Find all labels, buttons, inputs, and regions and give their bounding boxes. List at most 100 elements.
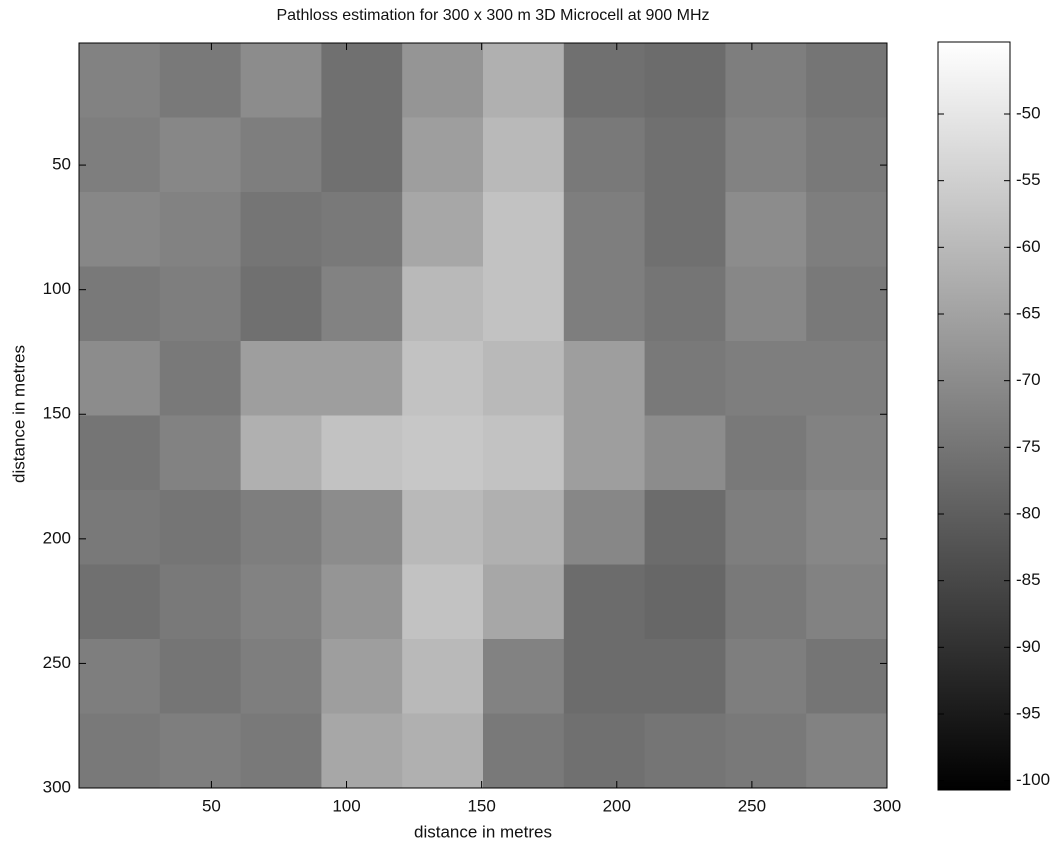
heatmap-cell	[241, 192, 322, 267]
colorbar-tick-label: -85	[1016, 570, 1041, 589]
heatmap-cell	[241, 118, 322, 193]
heatmap-cell	[321, 43, 402, 118]
heatmap-cell	[725, 118, 806, 193]
heatmap-cell	[806, 267, 887, 342]
heatmap-cell	[483, 714, 564, 789]
heatmap-cell	[483, 267, 564, 342]
colorbar-tick-label: -100	[1016, 770, 1050, 789]
heatmap-cell	[160, 714, 241, 789]
heatmap-cell	[725, 43, 806, 118]
heatmap-cell	[160, 639, 241, 714]
colorbar-tick-label: -95	[1016, 703, 1041, 722]
heatmap-cell	[321, 192, 402, 267]
y-tick-label: 50	[52, 155, 71, 174]
heatmap-cell	[160, 192, 241, 267]
heatmap-cell	[402, 192, 483, 267]
colorbar-tick-label: -90	[1016, 637, 1041, 656]
heatmap-cell	[321, 714, 402, 789]
heatmap-cell	[806, 490, 887, 565]
colorbar-tick-label: -65	[1016, 303, 1041, 322]
heatmap-cell	[645, 490, 726, 565]
heatmap-cell	[241, 267, 322, 342]
heatmap-cell	[806, 416, 887, 491]
heatmap-cell	[645, 118, 726, 193]
heatmap-cell	[79, 43, 160, 118]
heatmap-cell	[645, 192, 726, 267]
heatmap-cell	[402, 565, 483, 640]
heatmap-cell	[402, 639, 483, 714]
heatmap-cell	[806, 341, 887, 416]
heatmap-cell	[725, 341, 806, 416]
heatmap-cell	[806, 565, 887, 640]
heatmap-cell	[725, 192, 806, 267]
x-tick-label: 100	[332, 796, 360, 815]
heatmap-cell	[725, 565, 806, 640]
heatmap-cell	[564, 43, 645, 118]
heatmap-cell	[79, 639, 160, 714]
heatmap-cell	[402, 267, 483, 342]
heatmap-cell	[321, 490, 402, 565]
heatmap	[79, 43, 888, 789]
colorbar-tick-label: -60	[1016, 237, 1041, 256]
heatmap-cell	[321, 565, 402, 640]
heatmap-cell	[806, 714, 887, 789]
heatmap-cell	[160, 341, 241, 416]
heatmap-cell	[79, 267, 160, 342]
heatmap-cell	[402, 490, 483, 565]
heatmap-cell	[241, 714, 322, 789]
heatmap-cell	[645, 43, 726, 118]
x-tick-label: 50	[202, 796, 221, 815]
heatmap-cell	[564, 639, 645, 714]
heatmap-cell	[564, 714, 645, 789]
heatmap-cell	[806, 192, 887, 267]
colorbar-tick-label: -75	[1016, 437, 1041, 456]
x-tick-label: 200	[603, 796, 631, 815]
heatmap-cell	[402, 714, 483, 789]
heatmap-cell	[483, 490, 564, 565]
chart: Pathloss estimation for 300 x 300 m 3D M…	[0, 0, 1062, 851]
heatmap-cell	[160, 118, 241, 193]
heatmap-cell	[321, 416, 402, 491]
heatmap-cell	[160, 490, 241, 565]
heatmap-cell	[402, 43, 483, 118]
heatmap-cell	[241, 416, 322, 491]
heatmap-cell	[241, 341, 322, 416]
heatmap-cell	[806, 43, 887, 118]
heatmap-cell	[321, 341, 402, 416]
heatmap-cell	[564, 565, 645, 640]
heatmap-cell	[79, 192, 160, 267]
y-axis-label: distance in metres	[9, 345, 28, 483]
heatmap-cell	[321, 639, 402, 714]
heatmap-cell	[79, 714, 160, 789]
heatmap-cell	[645, 416, 726, 491]
colorbar-tick-label: -70	[1016, 370, 1041, 389]
x-tick-label: 250	[738, 796, 766, 815]
heatmap-cell	[725, 416, 806, 491]
heatmap-cell	[241, 43, 322, 118]
heatmap-cell	[402, 341, 483, 416]
heatmap-cell	[564, 192, 645, 267]
heatmap-cell	[483, 341, 564, 416]
y-tick-label: 200	[43, 528, 71, 547]
heatmap-cell	[160, 416, 241, 491]
heatmap-cell	[483, 416, 564, 491]
y-tick-label: 150	[43, 404, 71, 423]
heatmap-cell	[160, 565, 241, 640]
heatmap-cell	[79, 490, 160, 565]
heatmap-cell	[483, 43, 564, 118]
heatmap-cell	[725, 490, 806, 565]
heatmap-cell	[645, 714, 726, 789]
heatmap-cell	[241, 490, 322, 565]
heatmap-cell	[79, 118, 160, 193]
heatmap-cell	[483, 639, 564, 714]
x-axis-label: distance in metres	[414, 822, 552, 841]
heatmap-cell	[725, 267, 806, 342]
heatmap-cell	[79, 565, 160, 640]
heatmap-cell	[564, 118, 645, 193]
heatmap-cell	[79, 416, 160, 491]
heatmap-cell	[564, 341, 645, 416]
heatmap-cell	[806, 639, 887, 714]
x-tick-label: 300	[873, 796, 901, 815]
heatmap-cell	[402, 118, 483, 193]
heatmap-cell	[483, 118, 564, 193]
